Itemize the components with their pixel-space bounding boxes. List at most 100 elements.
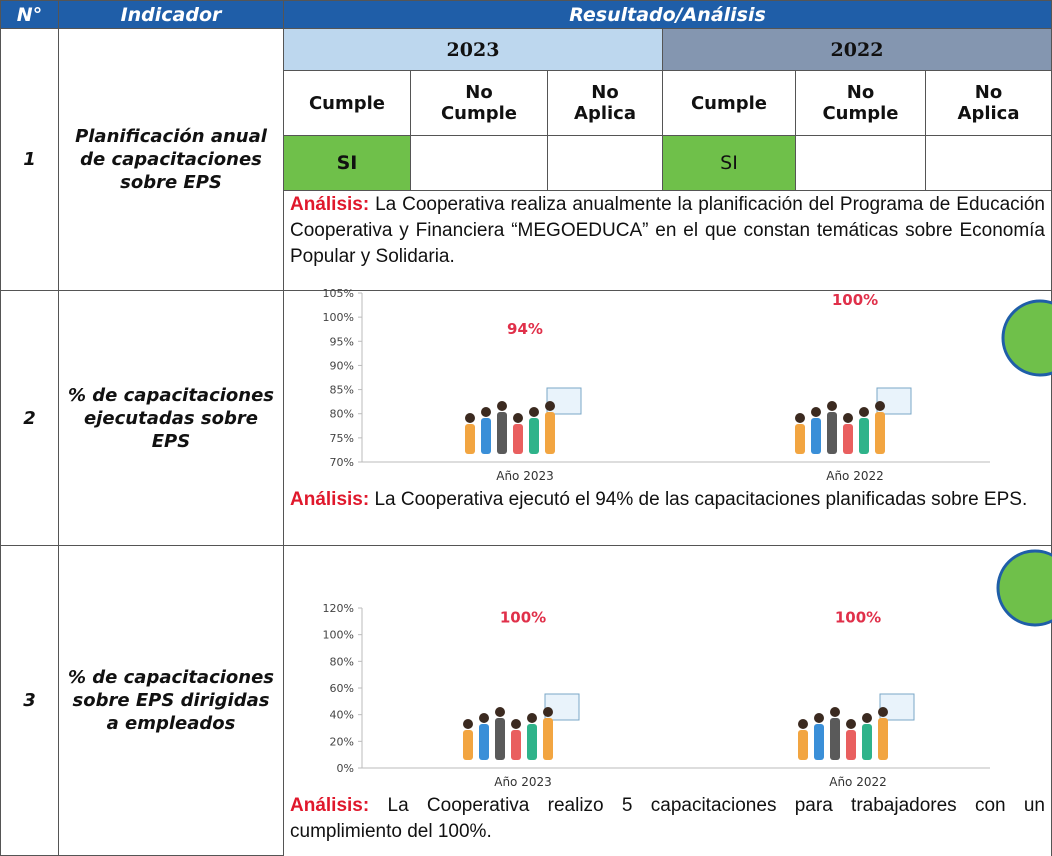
y-tick-label: 90% xyxy=(330,359,354,372)
illustration-head xyxy=(846,719,856,729)
x-tick-label: Año 2022 xyxy=(829,775,887,789)
value-label: 100% xyxy=(500,609,546,627)
year: 2023 xyxy=(283,28,663,71)
analysis-text: La Cooperativa realizo 5 capacitaciones … xyxy=(290,795,1046,842)
status-circle xyxy=(1001,299,1052,377)
illustration-head xyxy=(862,713,872,723)
illustration-head xyxy=(811,407,821,417)
row-number: 1 xyxy=(23,149,36,170)
bar xyxy=(455,346,595,462)
bar xyxy=(453,635,593,768)
illustration-head xyxy=(513,413,523,423)
illustration xyxy=(795,387,912,454)
illustration-body xyxy=(827,412,837,454)
x-tick-label: Año 2023 xyxy=(494,775,552,789)
analysis-text: La Cooperativa realiza anualmente la pla… xyxy=(290,194,1046,267)
illustration-head xyxy=(495,707,505,717)
y-tick-label: 105% xyxy=(323,287,354,300)
illustration-body xyxy=(814,724,824,760)
row-number: 2 xyxy=(23,407,36,429)
analysis: Análisis: La Cooperativa realizo 5 capac… xyxy=(290,793,1045,845)
row-number: 3 xyxy=(23,690,36,711)
bar xyxy=(788,635,928,768)
status-label: Cumple xyxy=(690,92,768,114)
illustration-head xyxy=(511,719,521,729)
bar xyxy=(785,317,925,462)
illustration xyxy=(465,387,582,454)
illustration-body xyxy=(463,730,473,760)
illustration-head xyxy=(465,413,475,423)
analysis: Análisis: La Cooperativa ejecutó el 94% … xyxy=(290,487,1045,513)
status-circle xyxy=(996,549,1052,627)
illustration xyxy=(463,693,580,760)
illustration-body xyxy=(529,418,539,454)
illustration-body xyxy=(843,424,853,454)
illustration-head xyxy=(827,401,837,411)
illustration-head xyxy=(529,407,539,417)
value-label: 100% xyxy=(835,609,881,627)
value-label: 100% xyxy=(832,291,878,309)
illustration-head xyxy=(814,713,824,723)
illustration-body xyxy=(481,418,491,454)
illustration-board xyxy=(544,693,580,721)
y-tick-label: 80% xyxy=(330,408,354,421)
y-tick-label: 120% xyxy=(323,602,354,615)
illustration-body xyxy=(465,424,475,454)
status-label: No Cumple xyxy=(822,82,899,124)
value-label: 94% xyxy=(507,320,543,338)
analysis: Análisis: La Cooperativa realiza anualme… xyxy=(290,192,1045,270)
header-number: N° xyxy=(0,0,59,29)
illustration-head xyxy=(543,707,553,717)
illustration-body xyxy=(795,424,805,454)
analysis-text: La Cooperativa ejecutó el 94% de las cap… xyxy=(374,489,1028,510)
status-label: No Aplica xyxy=(574,82,636,124)
y-tick-label: 60% xyxy=(330,682,354,695)
illustration-board xyxy=(879,693,915,721)
illustration-body xyxy=(495,718,505,760)
status-label: Cumple xyxy=(308,92,386,114)
analysis-label: Análisis: xyxy=(290,194,370,215)
illustration-body xyxy=(859,418,869,454)
y-tick-label: 80% xyxy=(330,655,354,668)
illustration-body xyxy=(511,730,521,760)
illustration-head xyxy=(479,713,489,723)
illustration-head xyxy=(545,401,555,411)
y-tick-label: 0% xyxy=(337,762,354,775)
y-tick-label: 100% xyxy=(323,629,354,642)
x-tick-label: Año 2022 xyxy=(826,469,884,483)
illustration-body xyxy=(862,724,872,760)
y-tick-label: 70% xyxy=(330,456,354,469)
y-tick-label: 100% xyxy=(323,311,354,324)
illustration-head xyxy=(527,713,537,723)
illustration-body xyxy=(513,424,523,454)
illustration xyxy=(798,693,915,760)
illustration-body xyxy=(875,412,885,454)
y-tick-label: 75% xyxy=(330,432,354,445)
indicator: % de capacitaciones ejecutadas sobre EPS xyxy=(58,290,284,546)
result-cell: SI xyxy=(283,135,411,191)
illustration-body xyxy=(543,718,553,760)
illustration-head xyxy=(798,719,808,729)
header-result: Resultado/Análisis xyxy=(283,0,1052,29)
x-tick-label: Año 2023 xyxy=(496,469,554,483)
illustration-head xyxy=(859,407,869,417)
illustration-head xyxy=(830,707,840,717)
y-tick-label: 95% xyxy=(330,335,354,348)
illustration-body xyxy=(846,730,856,760)
illustration-body xyxy=(878,718,888,760)
analysis-label: Análisis: xyxy=(290,489,370,510)
illustration-body xyxy=(479,724,489,760)
illustration-head xyxy=(843,413,853,423)
y-tick-label: 85% xyxy=(330,384,354,397)
analysis-label: Análisis: xyxy=(290,795,370,816)
y-tick-label: 40% xyxy=(330,709,354,722)
illustration-head xyxy=(875,401,885,411)
illustration-head xyxy=(481,407,491,417)
illustration-body xyxy=(527,724,537,760)
illustration-body xyxy=(798,730,808,760)
illustration-body xyxy=(830,718,840,760)
indicator: % de capacitaciones sobre EPS dirigidas … xyxy=(58,545,284,856)
illustration-head xyxy=(878,707,888,717)
